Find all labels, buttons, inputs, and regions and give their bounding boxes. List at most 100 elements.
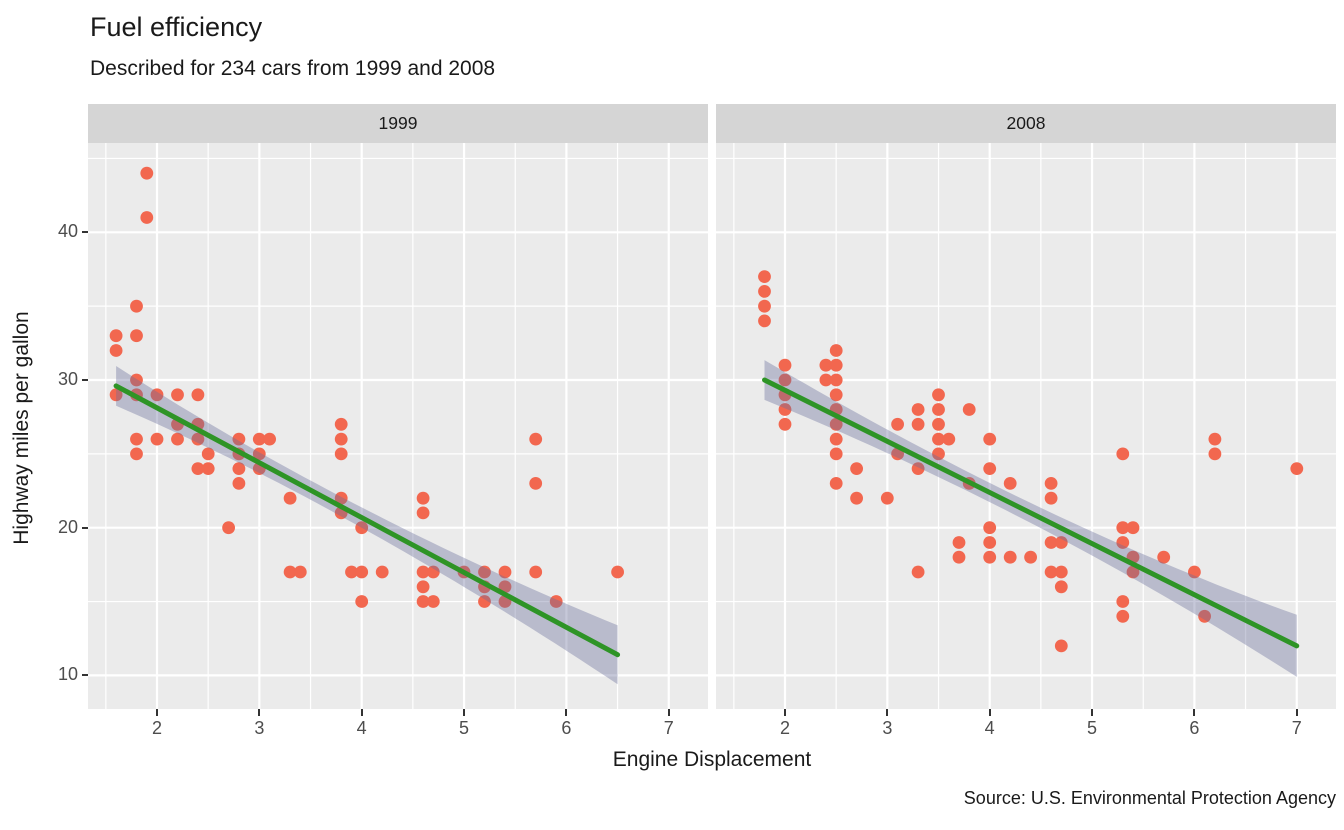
data-point bbox=[345, 565, 358, 579]
data-point bbox=[829, 447, 843, 461]
data-point bbox=[942, 432, 956, 446]
data-point bbox=[140, 211, 154, 224]
data-point bbox=[232, 477, 246, 490]
y-tick-mark bbox=[82, 674, 88, 677]
data-point bbox=[130, 299, 143, 313]
trend-line bbox=[762, 377, 1300, 649]
data-point bbox=[140, 166, 154, 180]
data-point bbox=[498, 565, 512, 579]
facet-strip-2008: 2008 bbox=[716, 104, 1336, 143]
data-point bbox=[1198, 609, 1211, 623]
chart-caption: Source: U.S. Environmental Protection Ag… bbox=[963, 788, 1336, 808]
data-point bbox=[932, 417, 945, 431]
data-point bbox=[983, 550, 997, 564]
x-tick-mark bbox=[463, 709, 466, 716]
data-point bbox=[201, 447, 215, 461]
data-point bbox=[171, 388, 184, 402]
x-tick-label: 3 bbox=[254, 718, 265, 738]
data-point bbox=[416, 506, 430, 520]
data-point bbox=[952, 550, 966, 564]
data-point bbox=[375, 565, 389, 579]
data-point bbox=[1044, 477, 1058, 490]
facet-plot-1999 bbox=[88, 143, 708, 709]
x-tick-label: 3 bbox=[882, 718, 893, 738]
data-point bbox=[1157, 550, 1171, 564]
x-tick-mark bbox=[1091, 709, 1094, 716]
data-point bbox=[911, 417, 925, 431]
data-point bbox=[911, 403, 925, 416]
data-point bbox=[611, 565, 624, 579]
data-point bbox=[891, 417, 904, 431]
data-point bbox=[201, 462, 215, 475]
x-tick-mark bbox=[360, 709, 363, 716]
x-tick-label: 5 bbox=[459, 718, 470, 738]
data-point bbox=[829, 358, 843, 372]
data-point bbox=[1054, 565, 1068, 579]
data-point bbox=[478, 565, 491, 579]
x-tick-mark bbox=[988, 709, 991, 716]
data-point bbox=[109, 329, 123, 343]
data-point bbox=[252, 432, 266, 446]
data-point bbox=[334, 432, 348, 446]
data-point bbox=[1044, 491, 1058, 505]
data-point bbox=[1290, 462, 1304, 475]
data-point bbox=[416, 580, 430, 594]
x-tick-mark bbox=[886, 709, 889, 716]
x-tick-label: 2 bbox=[779, 718, 790, 738]
chart-subtitle: Described for 234 cars from 1999 and 200… bbox=[90, 57, 496, 80]
panel-1999 bbox=[88, 143, 708, 709]
data-point bbox=[252, 447, 266, 461]
data-point bbox=[778, 373, 792, 387]
data-point bbox=[1003, 477, 1017, 490]
data-point bbox=[819, 373, 833, 387]
data-point bbox=[1003, 550, 1017, 564]
data-point bbox=[932, 432, 945, 446]
data-point bbox=[150, 432, 164, 446]
data-point bbox=[416, 491, 430, 505]
x-tick-mark bbox=[258, 709, 261, 716]
data-point bbox=[130, 432, 143, 446]
data-point bbox=[758, 270, 771, 283]
x-tick-label: 7 bbox=[1291, 718, 1302, 738]
trend-line bbox=[113, 383, 621, 658]
data-point bbox=[829, 477, 843, 490]
data-point bbox=[983, 521, 997, 535]
data-point bbox=[1116, 609, 1130, 623]
y-tick-label: 20 bbox=[57, 516, 78, 537]
confidence-ribbon bbox=[764, 360, 1297, 677]
y-tick-label: 40 bbox=[57, 221, 78, 242]
panel-2008 bbox=[716, 143, 1336, 709]
data-point bbox=[850, 462, 863, 475]
data-point bbox=[1116, 595, 1130, 608]
data-point bbox=[334, 417, 348, 431]
data-point bbox=[130, 373, 143, 387]
data-point bbox=[232, 462, 246, 475]
y-tick-label: 30 bbox=[57, 369, 78, 389]
data-point bbox=[880, 491, 894, 505]
data-point bbox=[758, 299, 771, 313]
data-point bbox=[1116, 447, 1130, 461]
data-point bbox=[829, 388, 843, 402]
y-tick-mark bbox=[82, 379, 88, 381]
y-tick-label: 10 bbox=[57, 664, 78, 685]
data-point bbox=[283, 565, 297, 579]
x-tick-mark bbox=[565, 709, 568, 716]
data-point bbox=[758, 314, 771, 328]
data-point bbox=[109, 388, 123, 402]
x-tick-label: 6 bbox=[561, 718, 572, 738]
data-point bbox=[283, 491, 297, 505]
data-point bbox=[1126, 565, 1140, 579]
data-point bbox=[222, 521, 236, 535]
x-tick-label: 2 bbox=[151, 718, 162, 738]
y-axis-title: Highway miles per gallon bbox=[10, 311, 33, 545]
x-tick-label: 5 bbox=[1087, 718, 1098, 738]
confidence-ribbon bbox=[116, 366, 618, 685]
data-point bbox=[829, 373, 843, 387]
data-point bbox=[529, 477, 543, 490]
data-point bbox=[983, 536, 997, 549]
facet-strip-1999: 1999 bbox=[88, 104, 708, 143]
data-point bbox=[529, 432, 543, 446]
data-point bbox=[416, 595, 430, 608]
data-point bbox=[778, 358, 792, 372]
facet-strip-label: 1999 bbox=[378, 113, 418, 133]
